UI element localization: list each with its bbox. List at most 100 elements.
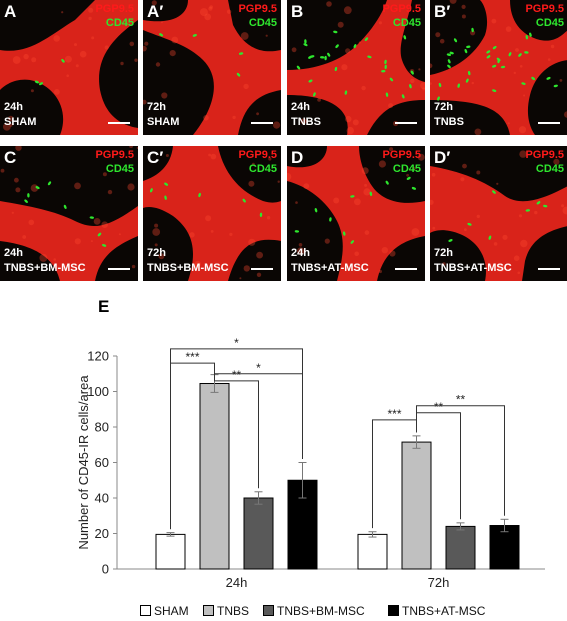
condition-label: TNBS bbox=[434, 116, 464, 128]
legend-item: SHAM bbox=[140, 604, 189, 618]
scale-bar bbox=[251, 268, 273, 270]
legend-swatch bbox=[203, 605, 214, 616]
marker-label-cd45: CD45 bbox=[535, 163, 564, 175]
y-tick-label: 80 bbox=[95, 420, 109, 435]
legend-item: TNBS bbox=[203, 604, 249, 618]
significance-label: ** bbox=[456, 393, 466, 407]
condition-label: SHAM bbox=[147, 116, 180, 128]
legend-swatch bbox=[263, 605, 274, 616]
marker-label-cd45: CD45 bbox=[392, 163, 421, 175]
significance-label: ** bbox=[434, 400, 444, 414]
marker-label-cd45: CD45 bbox=[535, 17, 564, 29]
time-label: 72h bbox=[147, 101, 166, 113]
micrograph-image bbox=[143, 146, 281, 281]
condition-label: SHAM bbox=[4, 116, 37, 128]
significance-label: ** bbox=[232, 368, 242, 382]
marker-label-cd45: CD45 bbox=[105, 163, 134, 175]
panel-label: D bbox=[291, 148, 304, 167]
scale-bar bbox=[538, 122, 560, 124]
legend-swatch bbox=[388, 605, 399, 616]
micrograph-image bbox=[0, 146, 138, 281]
micrograph-image bbox=[143, 0, 281, 135]
micrograph-panel: C′ PGP9.5 CD45 72h TNBS+BM-MSC bbox=[143, 146, 281, 281]
bar bbox=[243, 497, 274, 570]
scale-bar bbox=[395, 268, 417, 270]
micrograph-panel: A′ PGP9.5 CD45 72h SHAM bbox=[143, 0, 281, 135]
time-label: 24h bbox=[4, 101, 23, 113]
panel-label: E bbox=[98, 297, 109, 316]
legend-swatch bbox=[140, 605, 151, 616]
panel-label: C bbox=[4, 148, 17, 167]
bar bbox=[155, 533, 186, 570]
legend-label: TNBS+BM-MSC bbox=[277, 604, 365, 618]
y-axis-label: Number of CD45-IR cells/area bbox=[76, 375, 91, 550]
y-tick-label: 100 bbox=[87, 384, 109, 399]
bar bbox=[357, 533, 388, 570]
panel-label: B bbox=[291, 2, 304, 21]
bar bbox=[445, 525, 476, 570]
time-label: 72h bbox=[147, 247, 166, 259]
panel-label: C′ bbox=[147, 148, 164, 167]
micrograph-panel: D PGP9.5 CD45 24h TNBS+AT-MSC bbox=[287, 146, 425, 281]
condition-label: TNBS+BM-MSC bbox=[4, 262, 86, 274]
micrograph-panel: B PGP9.5 CD45 24h TNBS bbox=[287, 0, 425, 135]
micrograph-panel: B′ PGP9.5 CD45 72h TNBS bbox=[430, 0, 567, 135]
marker-label-pgp: PGP9.5 bbox=[238, 149, 277, 161]
marker-label-cd45: CD45 bbox=[248, 163, 277, 175]
scale-bar bbox=[538, 268, 560, 270]
legend-label: SHAM bbox=[154, 604, 189, 618]
condition-label: TNBS+BM-MSC bbox=[147, 262, 229, 274]
panel-label: B′ bbox=[434, 2, 451, 21]
y-tick-label: 60 bbox=[95, 455, 109, 470]
y-tick-label: 20 bbox=[95, 526, 109, 541]
scale-bar bbox=[108, 122, 130, 124]
bar bbox=[199, 383, 230, 570]
y-tick-label: 120 bbox=[87, 349, 109, 364]
legend-label: TNBS+AT-MSC bbox=[402, 604, 486, 618]
time-label: 24h bbox=[4, 247, 23, 259]
micrograph-panel: C PGP9.5 CD45 24h TNBS+BM-MSC bbox=[0, 146, 138, 281]
legend-item: TNBS+AT-MSC bbox=[388, 604, 485, 618]
marker-label-cd45: CD45 bbox=[105, 17, 134, 29]
y-tick-label: 0 bbox=[102, 562, 109, 577]
significance-label: *** bbox=[185, 350, 199, 364]
significance-label: * bbox=[234, 336, 239, 350]
significance-bracket bbox=[214, 371, 259, 489]
significance-bracket bbox=[170, 348, 303, 530]
micrograph-image bbox=[287, 0, 425, 135]
x-tick-label: 72h bbox=[428, 575, 450, 590]
x-tick-label: 24h bbox=[226, 575, 248, 590]
panel-label: D′ bbox=[434, 148, 451, 167]
marker-label-pgp: PGP9.5 bbox=[382, 3, 421, 15]
marker-label-pgp: PGP9.5 bbox=[95, 149, 134, 161]
legend-label: TNBS bbox=[217, 604, 250, 618]
time-label: 24h bbox=[291, 101, 310, 113]
time-label: 24h bbox=[291, 247, 310, 259]
condition-label: TNBS+AT-MSC bbox=[291, 262, 369, 274]
bar bbox=[489, 525, 520, 570]
significance-label: *** bbox=[387, 407, 401, 421]
condition-label: TNBS+AT-MSC bbox=[434, 262, 512, 274]
chart-legend: SHAM TNBS TNBS+BM-MSC TNBS+AT-MSC bbox=[0, 604, 567, 620]
bar bbox=[401, 441, 432, 570]
significance-bracket bbox=[416, 405, 505, 516]
significance-label: * bbox=[256, 361, 261, 375]
micrograph-panel: D′ PGP9.5 CD45 72h TNBS+AT-MSC bbox=[430, 146, 567, 281]
marker-label-cd45: CD45 bbox=[392, 17, 421, 29]
bar-chart: E 0 20 40 60 80 100 120 Number of CD45-IR cells/… bbox=[76, 297, 545, 590]
micrograph-image bbox=[287, 146, 425, 281]
scale-bar bbox=[251, 122, 273, 124]
micrograph-image bbox=[430, 150, 567, 281]
panel-label: A′ bbox=[147, 2, 164, 21]
marker-label-pgp: PGP9.5 bbox=[525, 3, 564, 15]
marker-label-pgp: PGP9.5 bbox=[238, 3, 277, 15]
panel-label: A bbox=[4, 2, 17, 21]
micrograph-image bbox=[0, 0, 138, 135]
marker-label-pgp: PGP9.5 bbox=[382, 149, 421, 161]
micrograph-image bbox=[430, 0, 567, 135]
scale-bar bbox=[108, 268, 130, 270]
time-label: 72h bbox=[434, 101, 453, 113]
marker-label-cd45: CD45 bbox=[248, 17, 277, 29]
condition-label: TNBS bbox=[291, 116, 321, 128]
scale-bar bbox=[395, 122, 417, 124]
